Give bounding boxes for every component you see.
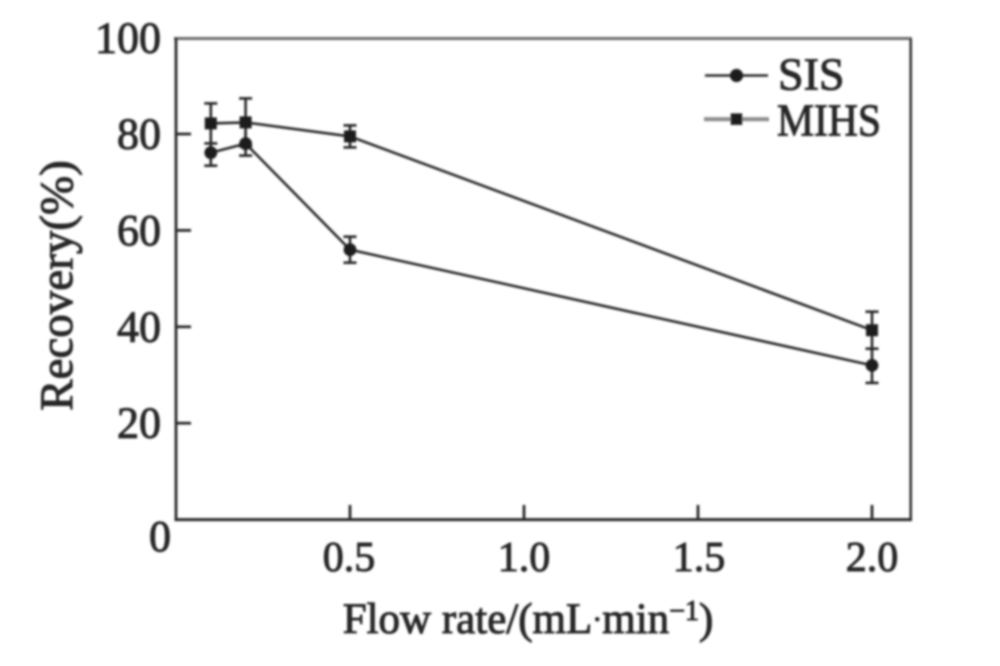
svg-text:MIHS: MIHS: [777, 95, 881, 146]
svg-text:80: 80: [117, 110, 161, 159]
svg-text:1.5: 1.5: [673, 535, 726, 581]
svg-text:2.0: 2.0: [846, 535, 899, 581]
svg-text:0.5: 0.5: [323, 535, 376, 581]
svg-text:Flow rate/(mL·min−1): Flow rate/(mL·min−1): [343, 596, 714, 643]
svg-text:1.0: 1.0: [498, 535, 551, 581]
svg-text:Recovery(%): Recovery(%): [31, 160, 83, 411]
svg-text:0: 0: [149, 512, 171, 561]
svg-text:20: 20: [117, 399, 161, 448]
svg-text:60: 60: [117, 206, 161, 255]
svg-text:100: 100: [95, 14, 161, 63]
svg-text:40: 40: [117, 302, 161, 351]
svg-text:SIS: SIS: [778, 49, 844, 100]
